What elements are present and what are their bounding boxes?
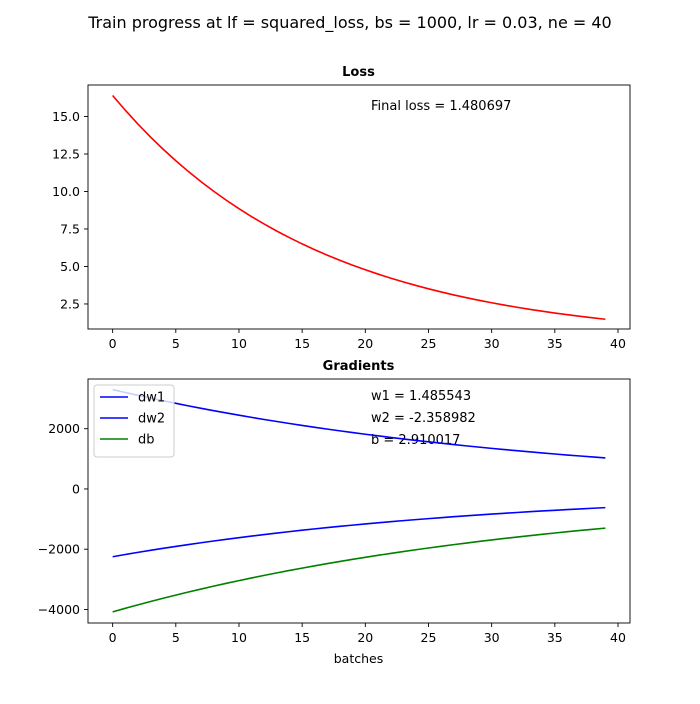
gradients-x-tick-label: 35 <box>547 630 563 645</box>
gradients-axes-frame <box>87 378 631 624</box>
gradients-y-tick-label: 0 <box>72 481 80 496</box>
gradients-x-tick-label: 30 <box>484 630 500 645</box>
loss-x-tick-label: 0 <box>109 336 117 351</box>
loss-x-tick-label: 20 <box>357 336 373 351</box>
gradients-title: Gradients <box>323 359 395 374</box>
gradients-series-line-dw1 <box>112 388 606 459</box>
gradients-series-line-db <box>112 527 606 613</box>
gradients-legend-label-dw2: dw2 <box>138 412 165 427</box>
gradients-legend: dw1 dw2 db <box>93 384 175 458</box>
gradients-x-tick-label: 0 <box>109 630 117 645</box>
loss-y-tick-label: 5.0 <box>60 259 80 274</box>
loss-axes: Loss Final loss = 1.480697 0 5 10 15 20 25 30 3… <box>52 65 631 351</box>
gradients-y-tick-label: 2000 <box>48 421 80 436</box>
loss-x-tick-label: 35 <box>547 336 563 351</box>
loss-title: Loss <box>342 65 375 80</box>
w1-annotation: w1 = 1.485543 <box>371 389 471 404</box>
loss-x-tick-label: 10 <box>231 336 247 351</box>
loss-y-tick-label: 15.0 <box>52 109 80 124</box>
gradients-legend-label-db: db <box>138 433 155 448</box>
loss-y-tick-label: 10.0 <box>52 184 80 199</box>
gradients-x-tick-label: 25 <box>421 630 437 645</box>
gradients-x-tick-label: 15 <box>294 630 310 645</box>
loss-y-tick-label: 12.5 <box>52 146 80 161</box>
gradients-y-tick-label: −4000 <box>38 602 80 617</box>
gradients-xlabel: batches <box>334 651 384 666</box>
gradients-series-line-dw2 <box>112 506 606 558</box>
loss-x-tick-label: 30 <box>484 336 500 351</box>
gradients-x-tick-label: 5 <box>172 630 180 645</box>
loss-x-tick-label: 25 <box>421 336 437 351</box>
gradients-legend-label-dw1: dw1 <box>138 391 165 406</box>
loss-series-line-0 <box>112 94 606 321</box>
loss-x-tick-label: 5 <box>172 336 180 351</box>
loss-x-tick-label: 15 <box>294 336 310 351</box>
figure-suptitle: Train progress at lf = squared_loss, bs … <box>87 13 611 33</box>
loss-y-tick-label: 7.5 <box>60 221 80 236</box>
loss-y-tick-label: 2.5 <box>60 296 80 311</box>
gradients-y-tick-label: −2000 <box>38 542 80 557</box>
gradients-axes: Gradients w1 = 1.485543 w2 = -2.358982 b… <box>38 359 631 666</box>
gradients-x-tick-label: 40 <box>610 630 626 645</box>
loss-x-tick-label: 40 <box>610 336 626 351</box>
gradients-x-tick-label: 20 <box>357 630 373 645</box>
loss-axes-frame <box>87 84 631 330</box>
loss-annotation: Final loss = 1.480697 <box>371 99 511 114</box>
gradients-x-tick-label: 10 <box>231 630 247 645</box>
w2-annotation: w2 = -2.358982 <box>371 411 476 426</box>
